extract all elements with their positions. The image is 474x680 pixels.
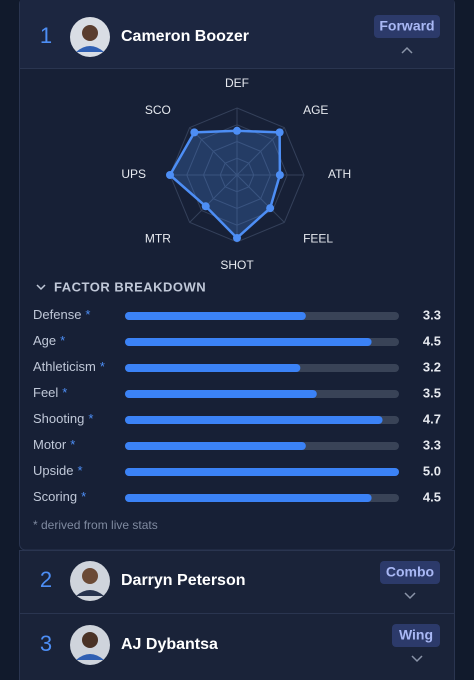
factor-label: Scoring * (33, 489, 86, 504)
factor-value: 3.3 (423, 437, 441, 452)
section-title: FACTOR BREAKDOWN (54, 279, 206, 294)
bar (125, 338, 372, 346)
factor-value: 4.7 (423, 411, 441, 426)
radar-point (190, 128, 199, 137)
factor-value: 4.5 (423, 333, 441, 348)
rank: 1 (40, 23, 52, 48)
radar-spoke (189, 174, 238, 223)
bar (125, 364, 301, 372)
radar-point (275, 171, 284, 179)
radar-point (233, 233, 241, 242)
radar-point (233, 126, 241, 135)
avatar (70, 625, 110, 665)
bar (125, 390, 317, 398)
rank: 3 (40, 631, 52, 656)
player-name: Darryn Peterson (121, 572, 246, 589)
axis-label: SHOT (220, 258, 254, 272)
radar-point (201, 202, 210, 211)
footnote: * derived from live stats (33, 518, 158, 532)
factor-label: Feel * (33, 385, 67, 400)
expand-icon[interactable] (411, 655, 423, 663)
factor-value: 3.2 (423, 359, 441, 374)
position: Forward (379, 18, 434, 34)
factor-value: 3.5 (423, 385, 441, 400)
avatar (70, 561, 110, 601)
radar-point (266, 204, 275, 213)
axis-label: FEEL (303, 232, 333, 246)
section-toggle[interactable] (36, 284, 46, 291)
position: Combo (386, 564, 434, 580)
position-badge (380, 561, 440, 584)
factor-list: Defense * 3.3 Age * 4.5 Athleticism * 3.2 Feel * 3.… (33, 307, 441, 504)
bar (125, 312, 306, 320)
bar (125, 416, 383, 424)
rank: 2 (40, 567, 52, 592)
factor-label: Upside * (33, 463, 83, 478)
bar (125, 468, 399, 476)
radar-point (166, 171, 174, 179)
bar (125, 442, 306, 450)
collapse-icon[interactable] (401, 46, 413, 54)
factor-label: Motor * (33, 437, 75, 452)
axis-label: UPS (121, 167, 146, 181)
axis-label: AGE (303, 103, 328, 117)
axis-label: MTR (145, 232, 171, 246)
player-name: AJ Dybantsa (121, 636, 218, 653)
position: Wing (399, 627, 433, 643)
axis-label: ATH (328, 167, 351, 181)
axis-label: DEF (225, 76, 249, 90)
avatar (70, 17, 110, 57)
factor-value: 5.0 (423, 463, 441, 478)
position-badge (392, 624, 440, 647)
expand-icon[interactable] (404, 592, 416, 600)
factor-value: 4.5 (423, 489, 441, 504)
radar-spoke (236, 174, 285, 223)
radar-point (275, 128, 284, 137)
factor-label: Athleticism * (33, 359, 105, 374)
position-badge (374, 15, 440, 38)
axis-label: SCO (145, 103, 171, 117)
factor-value: 3.3 (423, 307, 441, 322)
player-name: Cameron Boozer (121, 28, 249, 45)
factor-label: Defense * (33, 307, 90, 322)
radar-spoke (189, 127, 238, 176)
bar (125, 494, 372, 502)
factor-label: Age * (33, 333, 65, 348)
factor-label: Shooting * (33, 411, 93, 426)
radar-spoke (236, 127, 285, 176)
radar-chart: DEF AGE ATH FEEL SHOT MTR UPS SCO (121, 76, 351, 272)
